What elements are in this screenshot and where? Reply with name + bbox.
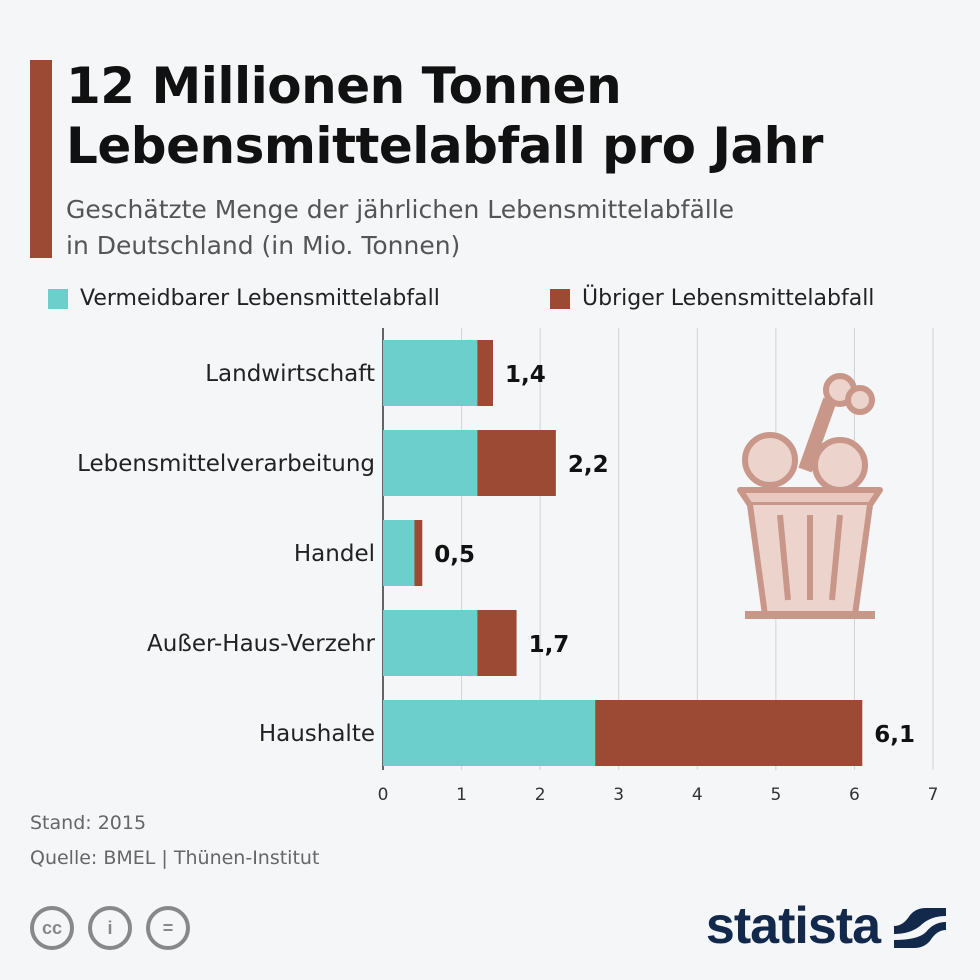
title-accent-bar <box>30 60 52 258</box>
x-tick-label: 0 <box>378 785 389 805</box>
category-label: Landwirtschaft <box>205 361 375 387</box>
legend-item-avoidable: Vermeidbarer Lebensmittelabfall <box>48 286 440 311</box>
bar-segment-other <box>595 700 863 766</box>
bar-segment-avoidable <box>383 610 478 676</box>
legend-label: Vermeidbarer Lebensmittelabfall <box>80 286 440 311</box>
subtitle: Geschätzte Menge der jährlichen Lebensmi… <box>66 192 734 264</box>
trash-bucket-illustration-icon <box>737 373 883 619</box>
data-label: 1,7 <box>529 632 570 658</box>
legend-item-other: Übriger Lebensmittelabfall <box>550 286 874 311</box>
bar-segment-other <box>477 340 493 406</box>
legend-label: Übriger Lebensmittelabfall <box>582 286 875 311</box>
statista-logo-icon <box>894 908 946 948</box>
x-tick-label: 7 <box>928 785 939 805</box>
page-title: 12 Millionen Tonnen Lebensmittelabfall p… <box>66 56 823 176</box>
stand-note: Stand: 2015 <box>30 812 147 834</box>
subtitle-line-2: in Deutschland (in Mio. Tonnen) <box>66 231 461 260</box>
title-line-1: 12 Millionen Tonnen <box>66 57 622 115</box>
x-tick-label: 3 <box>613 785 624 805</box>
x-tick-label: 4 <box>692 785 703 805</box>
bar-chart: 0 1 2 3 4 5 6 7 Landwirtschaft 1,4 Lebensmittelver… <box>77 328 939 805</box>
bar-segment-avoidable <box>383 520 415 586</box>
bar-segment-other <box>414 520 423 586</box>
bar-segment-other <box>477 430 556 496</box>
data-label: 1,4 <box>505 362 546 388</box>
x-tick-label: 5 <box>770 785 781 805</box>
cc-license-icon[interactable]: cc <box>30 906 74 950</box>
statista-logo[interactable]: statista <box>705 897 881 955</box>
category-label: Haushalte <box>259 721 375 747</box>
category-label: Handel <box>294 541 375 567</box>
subtitle-line-1: Geschätzte Menge der jährlichen Lebensmi… <box>66 195 735 224</box>
bar-segment-avoidable <box>383 700 596 766</box>
x-tick-label: 2 <box>535 785 546 805</box>
x-tick-label: 6 <box>849 785 860 805</box>
source-note: Quelle: BMEL | Thünen-Institut <box>30 847 320 869</box>
category-label: Lebensmittelverarbeitung <box>77 451 375 477</box>
cc-by-icon[interactable]: i <box>88 906 132 950</box>
legend-swatch-teal <box>48 288 68 309</box>
data-label: 2,2 <box>568 452 609 478</box>
data-label: 0,5 <box>434 542 475 568</box>
bar-segment-avoidable <box>383 340 478 406</box>
legend-swatch-brown <box>550 288 570 309</box>
bar-segment-avoidable <box>383 430 478 496</box>
data-label: 6,1 <box>874 722 915 748</box>
bar-segment-other <box>477 610 517 676</box>
title-line-2: Lebensmittelabfall pro Jahr <box>66 117 823 175</box>
category-label: Außer-Haus-Verzehr <box>147 631 375 657</box>
x-tick-label: 1 <box>456 785 467 805</box>
cc-nd-icon[interactable]: = <box>146 906 190 950</box>
